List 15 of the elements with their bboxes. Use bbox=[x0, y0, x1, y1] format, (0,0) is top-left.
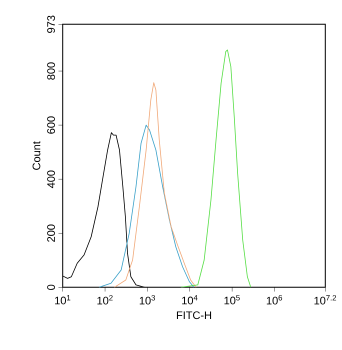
y-tick-label: 600 bbox=[47, 116, 55, 134]
y-tick-label: 973 bbox=[47, 16, 55, 33]
x-tick-label: 10$^{4}$ bbox=[182, 295, 198, 304]
x-tick-label: 10$^{2}$ bbox=[97, 295, 113, 304]
x-tick-label: 10$^{6}$ bbox=[266, 295, 282, 304]
y-tick-label: 800 bbox=[47, 62, 55, 80]
y-axis-title: Count bbox=[32, 141, 40, 170]
y-tick-label: 400 bbox=[47, 170, 55, 188]
x-tick-label: 10$^{3}$ bbox=[140, 295, 156, 304]
x-axis-title: FITC-H bbox=[176, 311, 212, 320]
x-tick-label: 10$^{1}$ bbox=[55, 295, 70, 304]
x-tick-label: 10$^{7.2}$ bbox=[314, 295, 336, 304]
y-tick-label: 200 bbox=[47, 224, 55, 242]
y-tick-label: 0 bbox=[47, 284, 55, 290]
x-tick-label: 10$^{5}$ bbox=[224, 295, 240, 304]
